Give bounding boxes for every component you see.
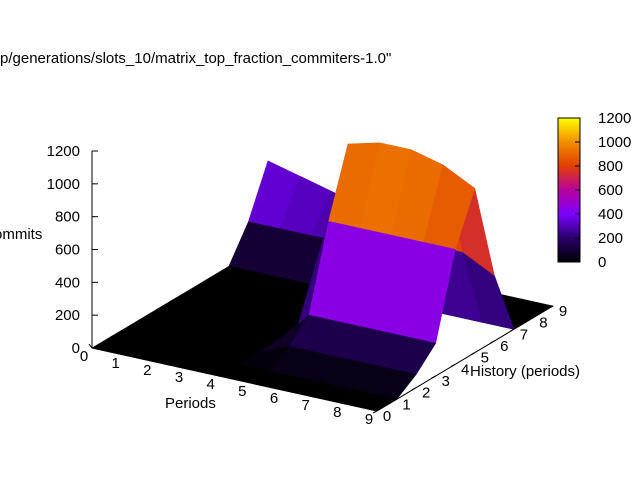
y-axis-line bbox=[376, 305, 554, 412]
colorbar-tick-label: 200 bbox=[598, 230, 623, 247]
x-tick-label: 3 bbox=[175, 369, 183, 386]
y-tick bbox=[431, 375, 436, 379]
x-tick-label: 2 bbox=[143, 362, 151, 379]
y-tick-label: 4 bbox=[461, 361, 469, 378]
z-tick-label: 0 bbox=[72, 340, 80, 357]
colorbar-tick-label: 0 bbox=[598, 254, 606, 271]
x-tick-label: 1 bbox=[111, 355, 119, 372]
colorbar-tick-label: 1000 bbox=[598, 134, 631, 151]
y-tick-label: 8 bbox=[539, 315, 547, 332]
y-tick bbox=[392, 398, 397, 402]
x-axis-line bbox=[91, 347, 378, 412]
y-tick-label: 3 bbox=[441, 373, 449, 390]
colorbar: 0 200 400 600 800 1000 1200 bbox=[557, 110, 631, 271]
y-tick bbox=[509, 328, 515, 332]
colorbar-tick-label: 1200 bbox=[598, 110, 631, 127]
x-tick bbox=[183, 364, 188, 370]
x-tick-label: 6 bbox=[270, 390, 278, 407]
y-tick-label: 2 bbox=[422, 385, 430, 402]
colorbar-tick-label: 400 bbox=[598, 206, 623, 223]
y-tick bbox=[450, 363, 456, 367]
z-tick-label: 1200 bbox=[47, 143, 80, 160]
z-tick-label: 800 bbox=[55, 209, 80, 226]
x-tick bbox=[151, 357, 156, 363]
z-tick-label: 200 bbox=[55, 307, 80, 324]
x-tick bbox=[310, 392, 315, 398]
y-tick bbox=[411, 387, 417, 391]
chart-title: p/generations/slots_10/matrix_top_fracti… bbox=[0, 50, 392, 67]
y-tick bbox=[470, 352, 476, 356]
y-axis-label: History (periods) bbox=[470, 363, 580, 380]
y-tick-label: 0 bbox=[383, 408, 391, 425]
y-tick-label: 5 bbox=[481, 350, 489, 367]
y-tick-label: 9 bbox=[559, 303, 567, 320]
z-tick-label: 600 bbox=[55, 242, 80, 259]
z-tick-label: 1000 bbox=[47, 176, 80, 193]
x-tick bbox=[120, 350, 125, 356]
x-tick bbox=[215, 371, 220, 377]
colorbar-tick-label: 800 bbox=[598, 158, 623, 175]
z-axis-label: ommits bbox=[0, 226, 43, 243]
axes: 0 1 2 3 4 5 6 7 8 9 012345678902004006008001000120… bbox=[47, 143, 568, 428]
y-tick-label: 6 bbox=[500, 338, 508, 355]
x-tick-label: 7 bbox=[301, 397, 309, 414]
x-tick-label: 9 bbox=[365, 411, 373, 428]
y-tick-label: 7 bbox=[520, 326, 528, 343]
x-tick bbox=[246, 378, 251, 384]
x-tick-label: 5 bbox=[238, 383, 246, 400]
y-tick-label: 1 bbox=[402, 396, 410, 413]
x-tick bbox=[88, 343, 93, 349]
x-tick-label: 8 bbox=[333, 404, 341, 421]
x-tick bbox=[341, 399, 346, 405]
x-tick bbox=[373, 406, 378, 412]
x-tick-label: 4 bbox=[206, 376, 214, 393]
x-tick-label: 0 bbox=[80, 348, 88, 365]
x-axis-label: Periods bbox=[165, 395, 216, 412]
x-tick bbox=[278, 385, 283, 391]
colorbar-tick-label: 600 bbox=[598, 182, 623, 199]
y-tick bbox=[548, 305, 554, 309]
y-tick bbox=[529, 317, 534, 321]
z-tick-label: 400 bbox=[55, 274, 80, 291]
colorbar-ticks: 0 200 400 600 800 1000 1200 bbox=[575, 110, 631, 271]
y-tick bbox=[372, 410, 378, 414]
y-tick bbox=[490, 340, 495, 344]
